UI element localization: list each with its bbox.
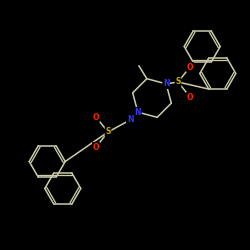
Text: O: O [187,62,193,72]
Text: N: N [134,108,141,117]
Text: N: N [163,79,170,88]
Text: S: S [175,78,181,86]
Text: S: S [105,128,111,136]
Text: O: O [93,142,99,152]
Text: O: O [187,92,193,102]
Text: N: N [127,116,133,124]
Text: N: N [127,116,133,124]
Text: O: O [93,112,99,122]
